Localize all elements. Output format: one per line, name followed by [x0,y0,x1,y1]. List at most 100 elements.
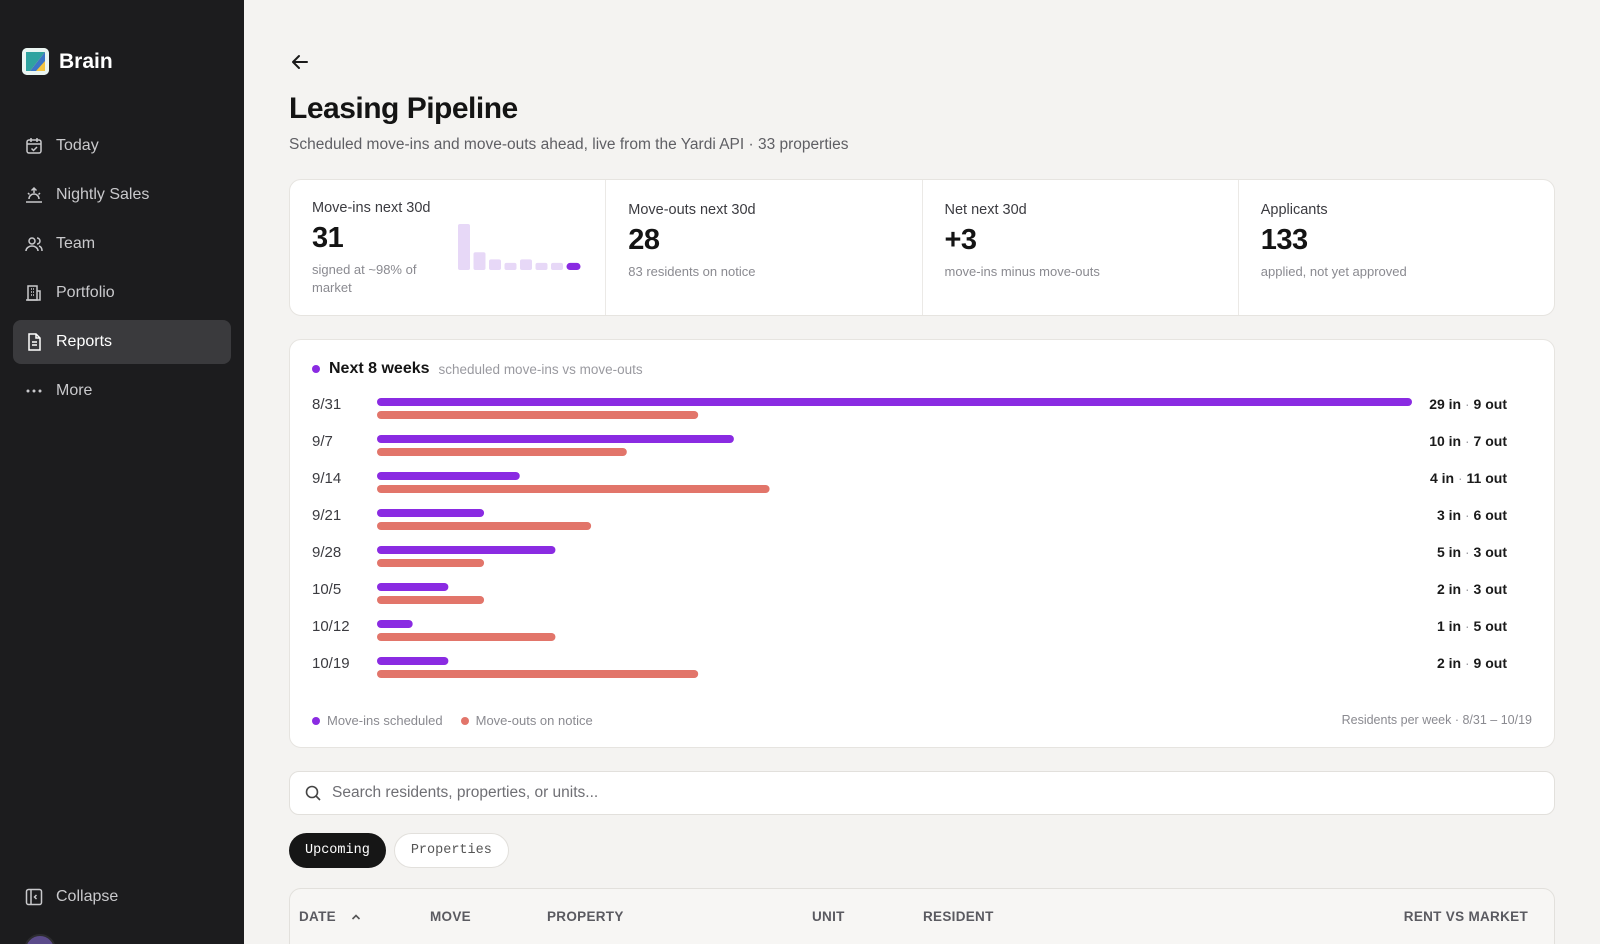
sparkline-bar [535,262,548,270]
view-tabs: Upcoming Properties [289,833,509,868]
sidebar-item-nightly-sales[interactable]: Nightly Sales [13,173,231,217]
kpi-note: move-ins minus move-outs [944,264,1100,279]
sidebar-collapse-icon [25,888,43,906]
kpi-value: 31 [312,222,344,254]
legend-label: Move-ins scheduled [327,713,443,728]
column-header-property[interactable]: PROPERTY [547,909,624,924]
week-label: 9/7 [312,433,333,450]
sunrise-icon [26,186,42,203]
sidebar-item-label: Team [56,235,96,252]
kpi-value: 133 [1260,224,1308,256]
users-icon [25,237,43,252]
sidebar-item-label: Portfolio [56,284,115,301]
page-subtitle: Scheduled move-ins and move-outs ahead, … [289,136,849,153]
chart-title: Next 8 weeks [329,360,430,377]
sidebar: Brain Today Nightly Sales Team Portfolio… [0,0,244,944]
avatar[interactable] [24,934,56,944]
column-header-move[interactable]: MOVE [430,909,471,924]
column-header-rent-vs-market[interactable]: RENT VS MARKET [1403,909,1528,924]
building-icon [26,285,41,301]
column-header-date[interactable]: DATE [299,909,362,924]
move-outs-bar [377,633,556,641]
chart-dot-icon [312,365,320,373]
move-ins-sparkline [458,224,581,270]
sidebar-item-today[interactable]: Today [13,124,231,168]
week-value-label: 2 in · 3 out [1437,581,1507,597]
brand[interactable]: Brain [22,48,113,75]
legend-move-ins: Move-ins scheduled [312,713,443,728]
sparkline-bar [566,262,581,270]
pipeline-table: DATE MOVE PROPERTY UNIT RESIDENT RENT VS… [289,888,1555,944]
collapse-button[interactable]: Collapse [13,876,231,918]
sparkline-bar [504,262,517,270]
sidebar-item-portfolio[interactable]: Portfolio [13,271,231,315]
kpi-value: +3 [944,224,978,256]
sidebar-item-team[interactable]: Team [13,222,231,266]
search-icon [305,785,321,801]
move-ins-bar [377,657,449,665]
move-ins-bar [377,583,449,591]
chart-header: Next 8 weeks scheduled move-ins vs move-… [312,360,643,378]
brain-logo-icon [22,48,49,75]
week-value-label: 2 in · 9 out [1437,655,1507,671]
page-title: Leasing Pipeline [289,92,518,125]
move-ins-bar [377,435,734,443]
kpi-label: Move-ins next 30d [312,200,431,216]
move-ins-bar [377,398,1412,406]
kpi-net: Net next 30d +3 move-ins minus move-outs [923,180,1239,315]
search-bar[interactable] [289,771,1555,815]
sparkline-bar [458,224,470,270]
sidebar-item-reports[interactable]: Reports [13,320,231,364]
kpi-label: Net next 30d [944,202,1027,218]
week-value-label: 4 in · 11 out [1430,470,1507,486]
kpi-value: 28 [628,224,660,256]
week-value-label: 10 in · 7 out [1429,433,1507,449]
back-arrow-icon[interactable] [287,49,313,75]
pipeline-chart-card: 8/31 29 in · 9 out 9/7 10 in · 7 out 9/14 4 i… [289,339,1555,748]
week-value-label: 5 in · 3 out [1437,544,1507,560]
tab-properties[interactable]: Properties [393,833,509,868]
chart-footer: Residents per week · 8/31 – 10/19 [1341,713,1532,727]
move-outs-bar [377,522,592,530]
kpi-applicants: Applicants 133 applied, not yet approved [1239,180,1554,315]
move-outs-bar [377,559,485,567]
move-outs-bar [377,485,770,493]
kpi-move-ins: Move-ins next 30d 31 signed at ~98% of m… [290,180,607,315]
week-value-label: 3 in · 6 out [1437,507,1507,523]
move-outs-bar [377,411,699,419]
week-label: 9/28 [312,544,341,561]
kpi-label: Move-outs next 30d [628,202,756,218]
column-header-resident[interactable]: RESIDENT [923,909,994,924]
week-label: 10/5 [312,581,341,598]
sidebar-item-more[interactable]: More [13,369,231,413]
kpi-note: 83 residents on notice [628,264,756,279]
week-label: 9/14 [312,470,341,487]
kpi-strip: Move-ins next 30d 31 signed at ~98% of m… [289,179,1555,316]
tab-upcoming[interactable]: Upcoming [289,833,386,868]
week-label: 10/12 [312,618,350,635]
chevron-up-icon [351,913,361,920]
legend-move-outs: Move-outs on notice [460,713,593,728]
sparkline-bar [489,259,501,270]
move-ins-bar [377,620,413,628]
move-ins-bar [377,472,520,480]
calendar-check-icon [26,138,42,154]
search-input[interactable] [332,784,1512,802]
move-outs-bar [377,670,699,678]
sparkline-bar [473,252,486,270]
column-header-label: DATE [299,909,336,924]
kpi-note: applied, not yet approved [1260,264,1407,279]
chart-legend: Move-ins scheduled Move-outs on notice [312,713,593,728]
document-icon [28,333,41,351]
kpi-move-outs: Move-outs next 30d 28 83 residents on no… [606,180,923,315]
kpi-note: signed at ~98% of market [312,262,417,295]
week-label: 8/31 [312,396,341,413]
sidebar-nav: Today Nightly Sales Team Portfolio Repor… [13,124,231,418]
week-value-label: 1 in · 5 out [1437,618,1507,634]
legend-label: Move-outs on notice [475,713,593,728]
column-header-unit[interactable]: UNIT [812,909,845,924]
week-value-label: 29 in · 9 out [1429,396,1507,412]
sidebar-item-label: Today [56,137,99,154]
week-label: 9/21 [312,507,341,524]
pipeline-chart: 8/31 29 in · 9 out 9/7 10 in · 7 out 9/14 4 i… [312,396,1507,678]
